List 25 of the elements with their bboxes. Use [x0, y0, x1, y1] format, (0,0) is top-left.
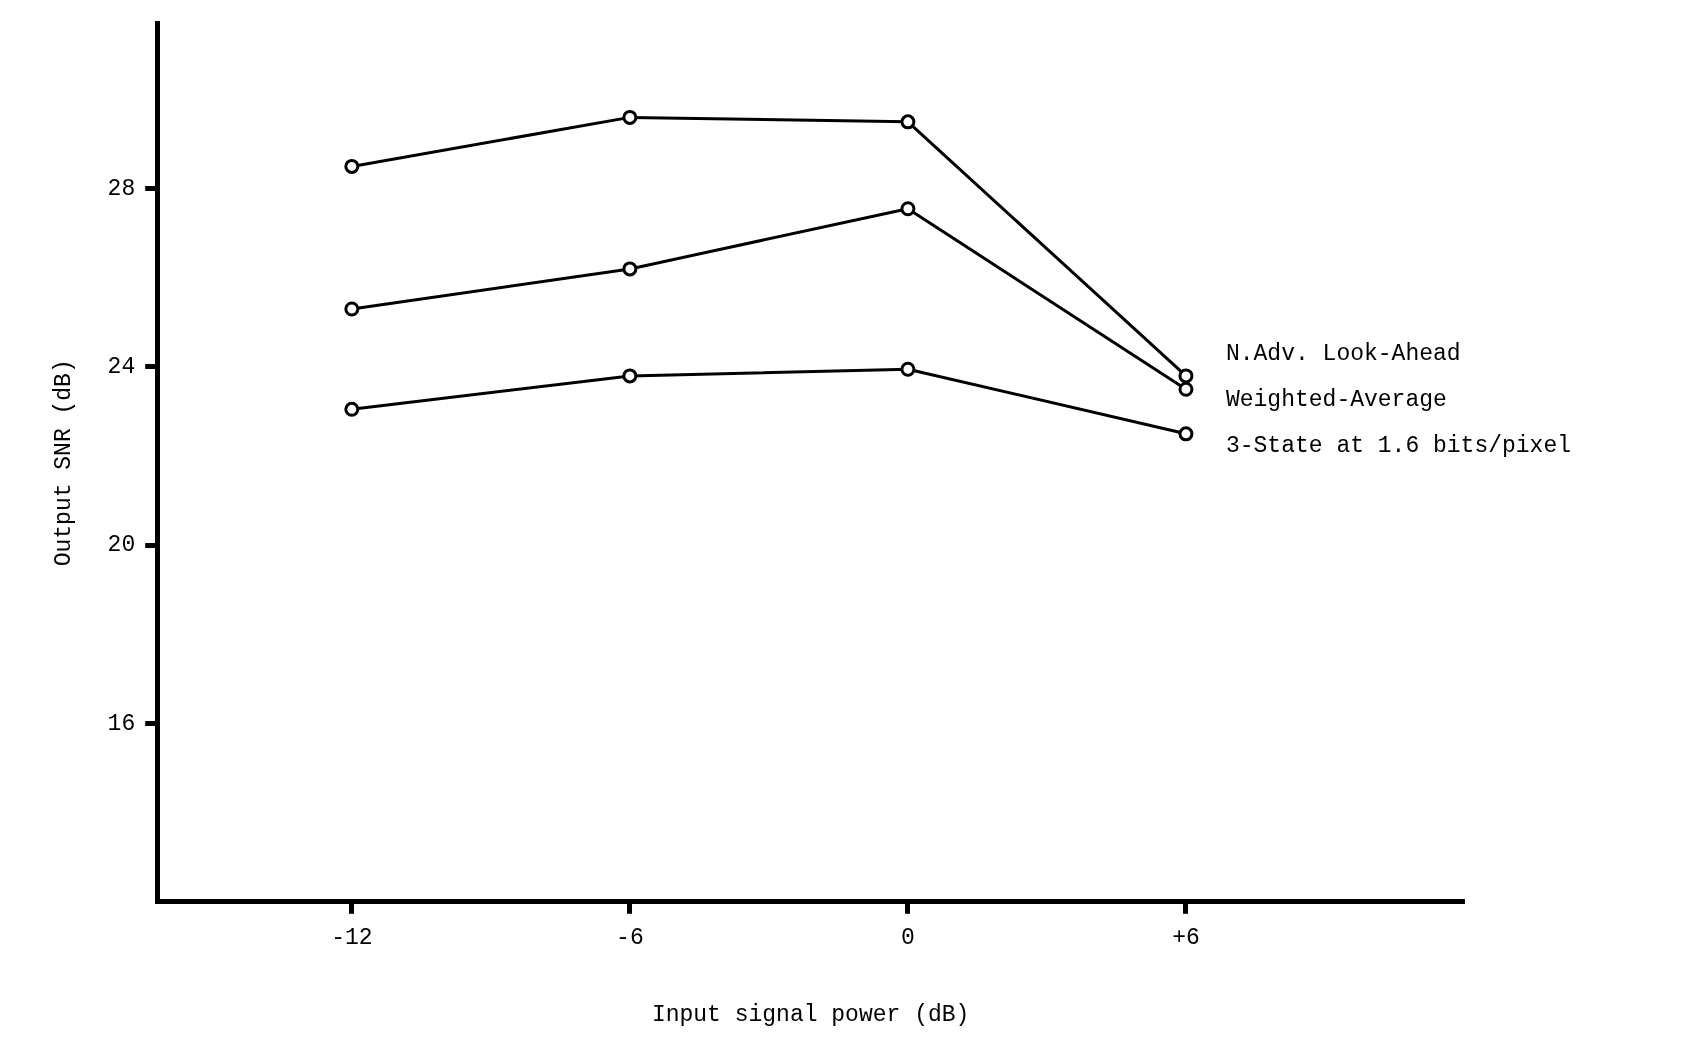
series-label: 3-State at 1.6 bits/pixel [1225, 432, 1572, 459]
point [1178, 426, 1194, 442]
y-tick-label: 20 [107, 532, 136, 559]
point [344, 401, 360, 417]
y-axis-title: Output SNR (dB) [50, 359, 77, 567]
series-label: Weighted-Average [1225, 386, 1447, 413]
x-tick-label: -12 [331, 924, 373, 951]
point [900, 201, 916, 217]
point [622, 368, 638, 384]
y-tick-label: 24 [107, 354, 136, 381]
point [622, 109, 638, 125]
point [1178, 368, 1194, 384]
point [344, 158, 360, 174]
point [1178, 381, 1194, 397]
point [900, 114, 916, 130]
point [900, 361, 916, 377]
x-tick-label: -6 [616, 924, 644, 951]
point [622, 261, 638, 277]
x-tick-label: +6 [1172, 924, 1200, 951]
x-tick-label: 0 [901, 924, 915, 951]
series-label: N.Adv. Look-Ahead [1225, 340, 1461, 367]
y-tick-label: 16 [107, 710, 136, 737]
y-tick-label: 28 [107, 175, 136, 202]
point [344, 301, 360, 317]
x-axis-title: Input signal power (dB) [651, 1002, 970, 1029]
